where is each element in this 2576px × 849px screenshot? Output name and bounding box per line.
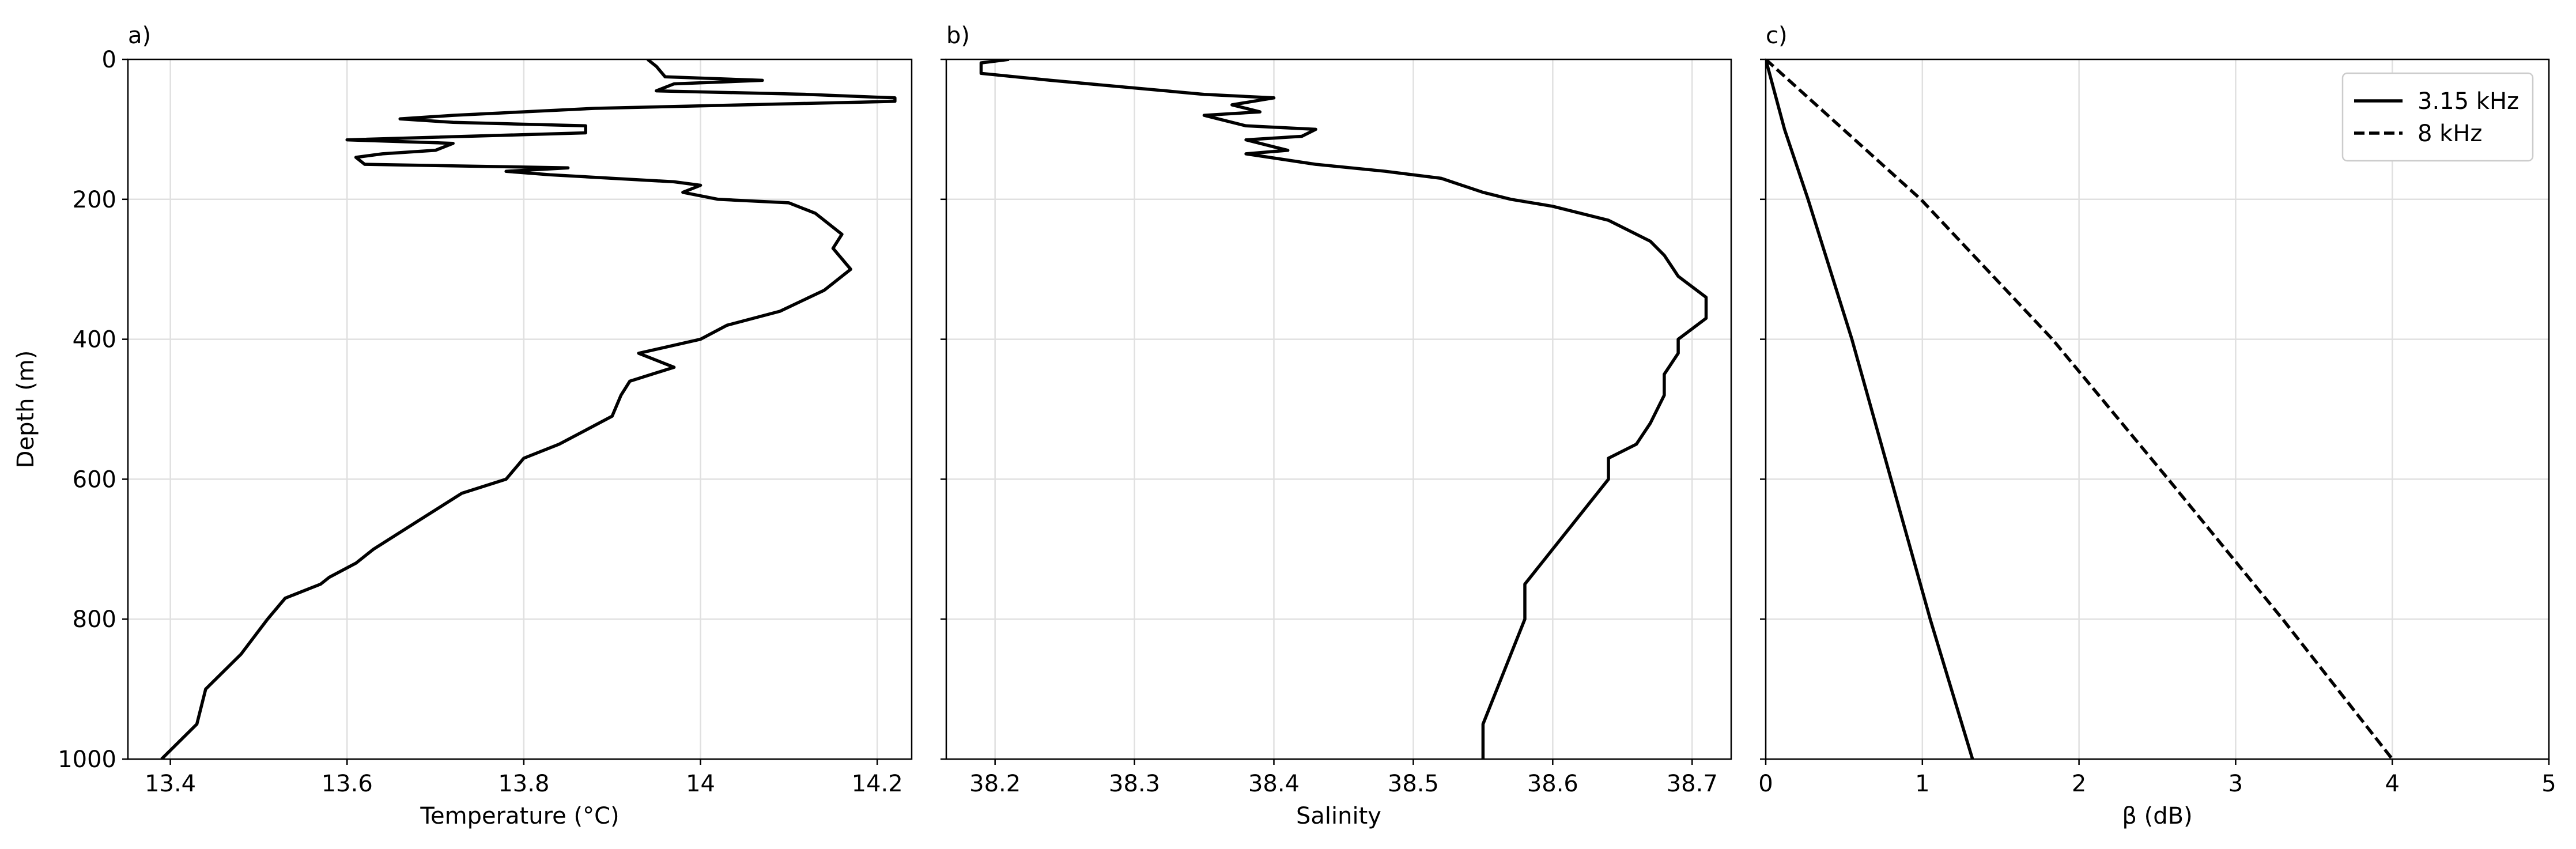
data-line [160,59,897,759]
data-line [979,59,1708,759]
panel-title: a) [128,22,151,49]
y-tick-label: 200 [73,187,116,213]
y-tick-label: 400 [73,327,116,353]
x-tick-label: 38.7 [1667,771,1718,797]
y-tick-label: 0 [102,47,116,73]
data-line [1766,59,2394,759]
plot-frame [945,58,1732,760]
x-axis-label: β (dB) [2122,803,2192,829]
data-line [1766,59,1974,759]
x-axis-label: Temperature (°C) [420,803,619,829]
legend-box [2341,72,2534,162]
y-tick-label: 800 [73,606,116,633]
x-tick-label: 13.8 [498,771,549,797]
x-tick-label: 13.4 [145,771,196,797]
plot-frame [1765,58,2550,760]
legend-label: 8 kHz [2418,120,2482,147]
x-tick-label: 38.2 [969,771,1021,797]
x-tick-label: 14.2 [852,771,903,797]
x-axis-label: Salinity [1296,803,1381,829]
legend-label: 3.15 kHz [2418,88,2519,115]
panel-title: b) [946,22,970,49]
x-tick-label: 1 [1915,771,1929,797]
y-tick-label: 600 [73,466,116,493]
x-tick-label: 13.6 [322,771,373,797]
x-tick-label: 2 [2072,771,2086,797]
x-tick-label: 5 [2541,771,2556,797]
panel-title: c) [1766,22,1788,49]
y-tick-label: 1000 [58,746,116,773]
x-tick-label: 38.3 [1109,771,1160,797]
x-tick-label: 4 [2385,771,2399,797]
x-tick-label: 38.6 [1527,771,1578,797]
x-tick-label: 38.4 [1248,771,1300,797]
y-axis-label: Depth (m) [13,350,39,469]
x-tick-label: 0 [1758,771,1773,797]
plot-frame [127,58,913,760]
x-tick-label: 14 [686,771,715,797]
x-tick-label: 38.5 [1388,771,1439,797]
x-tick-label: 3 [2228,771,2243,797]
